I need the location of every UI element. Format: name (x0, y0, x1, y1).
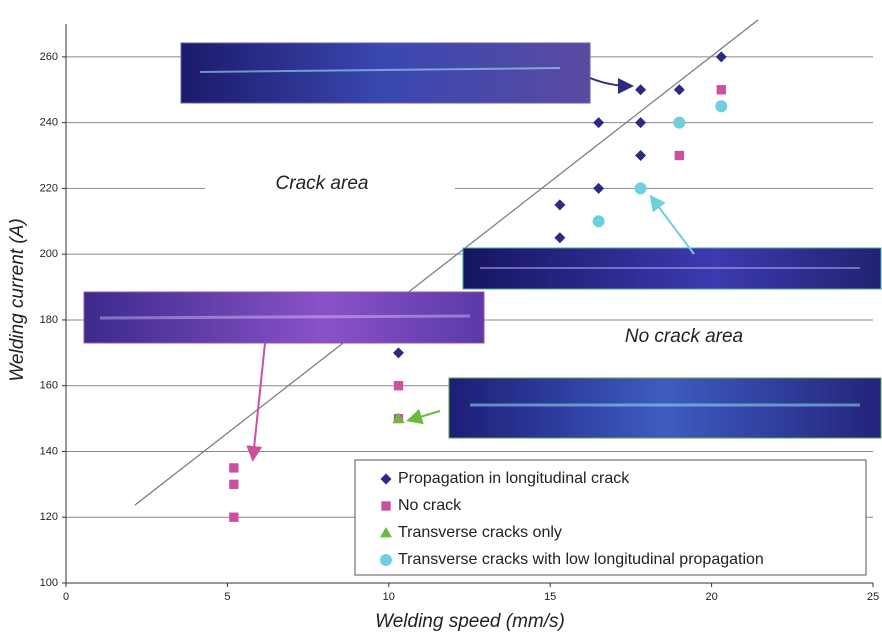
y-tick-label: 200 (40, 248, 58, 260)
y-tick-label: 240 (40, 117, 58, 129)
point (393, 347, 404, 358)
chart: 100 120 140 160 180 200 220 240 260 0 5 10 15 20 25 Cr… (0, 0, 882, 637)
point (635, 182, 647, 194)
weld-seam (100, 316, 470, 318)
arrow (410, 411, 440, 420)
x-tick-label: 15 (544, 591, 556, 603)
point (554, 232, 565, 243)
point (635, 84, 646, 95)
point (675, 151, 684, 160)
point (554, 199, 565, 210)
point (229, 463, 238, 472)
legend-marker (380, 554, 392, 566)
legend-label: No crack (398, 497, 462, 514)
legend-label: Transverse cracks with low longitudinal … (398, 551, 764, 568)
point (635, 117, 646, 128)
point (394, 381, 403, 390)
y-tick-label: 180 (40, 314, 58, 326)
point (593, 215, 605, 227)
point (717, 85, 726, 94)
y-tick-label: 140 (40, 445, 58, 457)
y-tick-label: 220 (40, 182, 58, 194)
point (635, 150, 646, 161)
y-tick-label: 160 (40, 380, 58, 392)
legend: Propagation in longitudinal crack No crac… (355, 460, 866, 575)
point (716, 51, 727, 62)
point (229, 513, 238, 522)
legend-marker (381, 501, 390, 510)
x-tick-label: 25 (867, 591, 879, 603)
point (593, 183, 604, 194)
y-axis-label: Welding current (A) (7, 218, 28, 381)
point (229, 480, 238, 489)
point (673, 117, 685, 129)
y-tick-label: 260 (40, 51, 58, 63)
legend-label: Propagation in longitudinal crack (398, 470, 630, 487)
x-tick-label: 5 (224, 591, 230, 603)
arrow (590, 78, 630, 86)
point (715, 100, 727, 112)
point (593, 117, 604, 128)
x-tick-label: 20 (705, 591, 717, 603)
arrow (253, 343, 265, 458)
y-tick-label: 120 (40, 511, 58, 523)
x-tick-label: 0 (63, 591, 69, 603)
y-tick-label: 100 (40, 577, 58, 589)
arrow (652, 198, 694, 254)
annotation: Crack area (276, 173, 369, 194)
annotation: No crack area (625, 326, 743, 347)
weld-images (84, 43, 881, 438)
weld-image (449, 378, 881, 438)
legend-label: Transverse cracks only (398, 524, 562, 541)
x-axis-label: Welding speed (mm/s) (375, 611, 565, 632)
weld-image (181, 43, 590, 103)
x-tick-label: 10 (383, 591, 395, 603)
point (674, 84, 685, 95)
